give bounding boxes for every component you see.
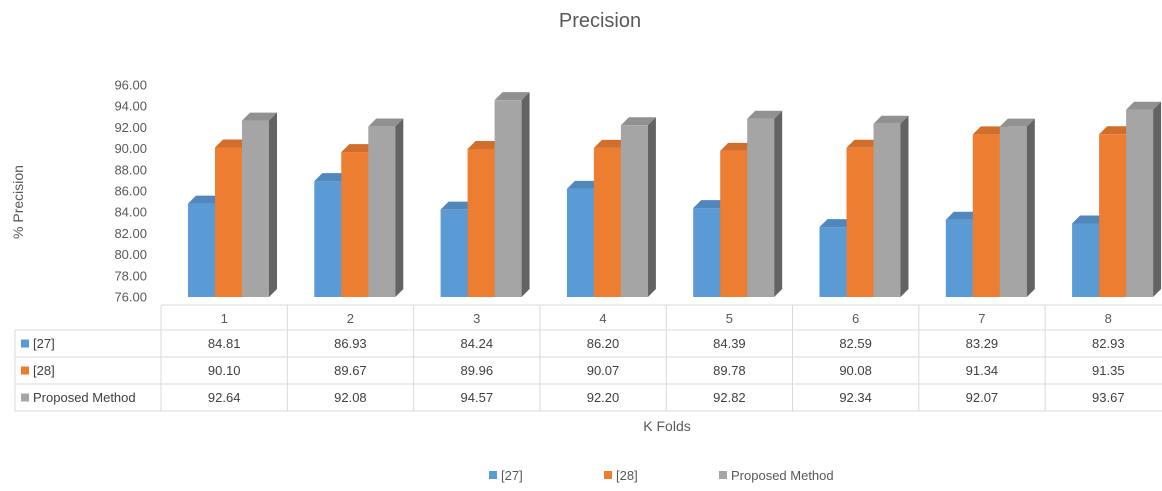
data-label: 86.93	[334, 336, 367, 351]
data-label: 86.20	[587, 336, 620, 351]
data-label: 91.35	[1092, 363, 1125, 378]
x-tick-label: 1	[221, 311, 228, 326]
y-tick-label: 82.00	[114, 226, 147, 241]
data-label: 84.81	[208, 336, 241, 351]
y-tick-label: 94.00	[114, 99, 147, 114]
legend-entry: [27]	[501, 468, 523, 483]
x-tick-label: 8	[1105, 311, 1112, 326]
y-tick-label: 76.00	[114, 290, 147, 305]
y-axis: 76.00 78.00 80.00 82.00 84.00 86.00 88.00 90.00…	[114, 78, 147, 305]
y-tick-label: 84.00	[114, 205, 147, 220]
legend: [27] [28] Proposed Method	[489, 468, 834, 483]
data-label: 89.67	[334, 363, 367, 378]
data-label: 90.08	[839, 363, 872, 378]
x-tick-label: 5	[726, 311, 733, 326]
data-label: 90.10	[208, 363, 241, 378]
legend-key	[21, 393, 29, 402]
legend-key	[21, 366, 29, 375]
data-label: 92.20	[587, 390, 620, 405]
x-tick-label: 4	[599, 311, 606, 326]
y-tick-label: 80.00	[114, 247, 147, 262]
series-name: Proposed Method	[33, 390, 136, 405]
data-label: 94.57	[461, 390, 494, 405]
y-tick-label: 88.00	[114, 162, 147, 177]
data-label: 84.39	[713, 336, 746, 351]
y-axis-label: % Precision	[10, 165, 26, 239]
bar	[566, 180, 602, 297]
bar	[242, 112, 277, 297]
x-axis-label: K Folds	[643, 418, 690, 434]
y-tick-label: 96.00	[114, 78, 147, 93]
data-label: 91.34	[966, 363, 999, 378]
x-tick-label: 3	[473, 311, 480, 326]
data-label: 82.59	[839, 336, 872, 351]
x-tick-label: 2	[347, 311, 354, 326]
x-tick-label: 6	[852, 311, 859, 326]
chart-title: Precision	[559, 10, 641, 32]
legend-entry: [28]	[616, 468, 638, 483]
data-label: 92.64	[208, 390, 241, 405]
y-tick-label: 86.00	[114, 184, 147, 199]
bar	[999, 118, 1035, 298]
bar	[873, 115, 909, 298]
bar	[1126, 101, 1162, 297]
y-tick-label: 90.00	[114, 141, 147, 156]
plot-area	[188, 92, 1162, 298]
series-name: [28]	[33, 363, 55, 378]
data-label: 90.07	[587, 363, 620, 378]
data-label: 92.07	[966, 390, 999, 405]
legend-swatch	[604, 471, 612, 479]
data-label: 82.93	[1092, 336, 1125, 351]
bar	[747, 110, 783, 297]
data-label: 92.34	[839, 390, 872, 405]
bar	[368, 118, 404, 297]
y-tick-label: 78.00	[114, 268, 147, 283]
bar	[620, 117, 656, 297]
x-tick-label: 7	[978, 311, 985, 326]
legend-key	[21, 339, 29, 348]
legend-swatch	[719, 471, 727, 479]
legend-swatch	[489, 471, 497, 479]
data-label: 89.78	[713, 363, 746, 378]
data-label: 89.96	[461, 363, 494, 378]
data-label: 92.82	[713, 390, 746, 405]
data-table: 1 2 3 4 5 6 7 8 [27] 84.81 86.93 84.24 86.20 84.39 82.…	[14, 304, 1162, 412]
data-label: 92.08	[334, 390, 367, 405]
bar	[494, 92, 530, 298]
data-label: 84.24	[461, 336, 494, 351]
series-name: [27]	[33, 336, 55, 351]
y-tick-label: 92.00	[114, 120, 147, 135]
data-label: 83.29	[966, 336, 999, 351]
data-label: 93.67	[1092, 390, 1125, 405]
legend-entry: Proposed Method	[731, 468, 834, 483]
